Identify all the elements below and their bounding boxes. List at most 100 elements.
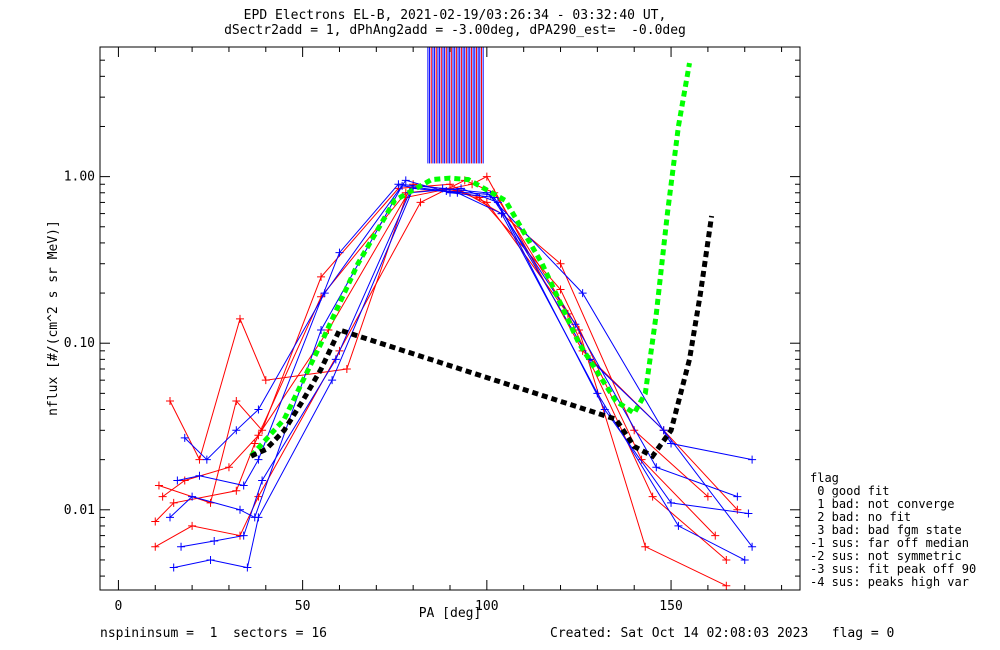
series-line-1: [162, 183, 727, 561]
data-point: [151, 542, 160, 551]
data-point: [258, 476, 267, 485]
data-point: [446, 188, 454, 197]
data-point: [744, 509, 753, 518]
data-point: [177, 542, 186, 551]
data-point: [674, 521, 683, 530]
x-tick-label: 150: [659, 599, 682, 614]
data-point: [250, 439, 259, 448]
fit-curve-green: [249, 62, 692, 458]
data-point: [482, 172, 491, 181]
data-point: [173, 476, 182, 485]
x-tick-label: 50: [295, 599, 311, 614]
data-point: [711, 531, 720, 540]
data-point: [398, 181, 407, 190]
data-point: [740, 555, 749, 564]
data-point: [748, 455, 757, 464]
data-point: [232, 396, 241, 405]
vertical-markers: [427, 47, 484, 164]
data-point: [166, 396, 174, 405]
data-point: [317, 272, 326, 281]
chart-title: EPD Electrons EL-B, 2021-02-19/03:26:34 …: [243, 8, 667, 23]
data-point: [733, 492, 742, 501]
data-point: [195, 471, 204, 480]
data-point: [232, 426, 241, 435]
data-point: [401, 176, 410, 185]
data-point: [195, 455, 204, 464]
x-tick-label: 0: [115, 599, 123, 614]
data-point: [641, 542, 650, 551]
data-point: [188, 492, 197, 501]
legend-item: 1 bad: not converge: [810, 497, 955, 511]
data-point: [493, 198, 502, 207]
data-point: [169, 563, 178, 572]
data-point: [442, 186, 451, 195]
data-point: [254, 431, 263, 440]
fit-curve-black: [250, 215, 715, 460]
footer-spin-info: nspininsum = 1 sectors = 16: [100, 626, 327, 641]
data-point: [342, 365, 351, 374]
data-point: [254, 455, 263, 464]
data-point: [457, 184, 466, 193]
data-point: [188, 521, 197, 530]
footer-created-info: Created: Sat Oct 14 02:08:03 2023 flag =…: [550, 626, 895, 641]
data-point: [154, 481, 163, 490]
x-axis-label: PA [deg]: [419, 606, 482, 621]
data-point: [254, 492, 263, 501]
data-point: [151, 517, 160, 526]
legend-item: -1 sus: far off median: [810, 536, 969, 550]
data-point: [328, 376, 337, 385]
data-point: [236, 314, 244, 323]
data-point: [169, 498, 178, 507]
data-point: [180, 476, 189, 485]
legend-item: 2 bad: no fit: [810, 510, 912, 524]
legend-item: 3 bad: bad fgm state: [810, 523, 962, 537]
legend-item: -3 sus: fit peak off 90: [810, 562, 977, 576]
series-line-2: [155, 179, 727, 587]
chart-subtitle: dSectr2add = 1, dPhAng2add = -3.00deg, d…: [224, 23, 686, 38]
data-point: [652, 463, 661, 472]
data-point: [254, 405, 263, 414]
data-point: [206, 555, 215, 564]
data-point: [556, 259, 565, 268]
y-tick-label: 0.10: [64, 336, 95, 351]
data-point: [667, 498, 676, 507]
data-point: [202, 455, 211, 464]
data-point: [158, 492, 167, 501]
data-point: [224, 463, 233, 472]
y-axis-label: nflux [#/(cm^2 s sr MeV)]: [46, 220, 61, 416]
data-point: [475, 193, 484, 202]
y-tick-label: 1.00: [64, 170, 95, 185]
data-point: [331, 355, 340, 364]
data-point: [600, 405, 609, 414]
data-point: [722, 555, 731, 564]
data-point: [571, 320, 580, 329]
data-point: [748, 542, 757, 551]
data-point: [239, 481, 248, 490]
data-point: [659, 426, 668, 435]
x-tick-label: 100: [475, 599, 498, 614]
data-point: [453, 188, 462, 197]
data-point: [180, 433, 189, 442]
data-point: [239, 531, 248, 540]
flag-legend: flag 0 good fit 1 bad: not converge 2 ba…: [810, 472, 976, 589]
data-point: [261, 376, 270, 385]
series-line-4: [158, 183, 709, 504]
data-point: [320, 289, 329, 298]
data-point: [722, 581, 731, 590]
data-point: [394, 180, 403, 189]
data-point: [243, 563, 252, 572]
data-point: [335, 248, 344, 257]
legend-item: 0 good fit: [810, 484, 890, 498]
data-point: [317, 326, 326, 335]
data-point: [637, 455, 646, 464]
fit-curves: [249, 62, 715, 460]
data-point: [258, 426, 267, 435]
data-point: [210, 536, 219, 545]
data-point: [578, 289, 587, 298]
data-point: [556, 285, 565, 294]
data-point: [416, 198, 425, 207]
data-point: [648, 492, 657, 501]
legend-title: flag: [810, 471, 839, 485]
data-point: [703, 492, 712, 501]
